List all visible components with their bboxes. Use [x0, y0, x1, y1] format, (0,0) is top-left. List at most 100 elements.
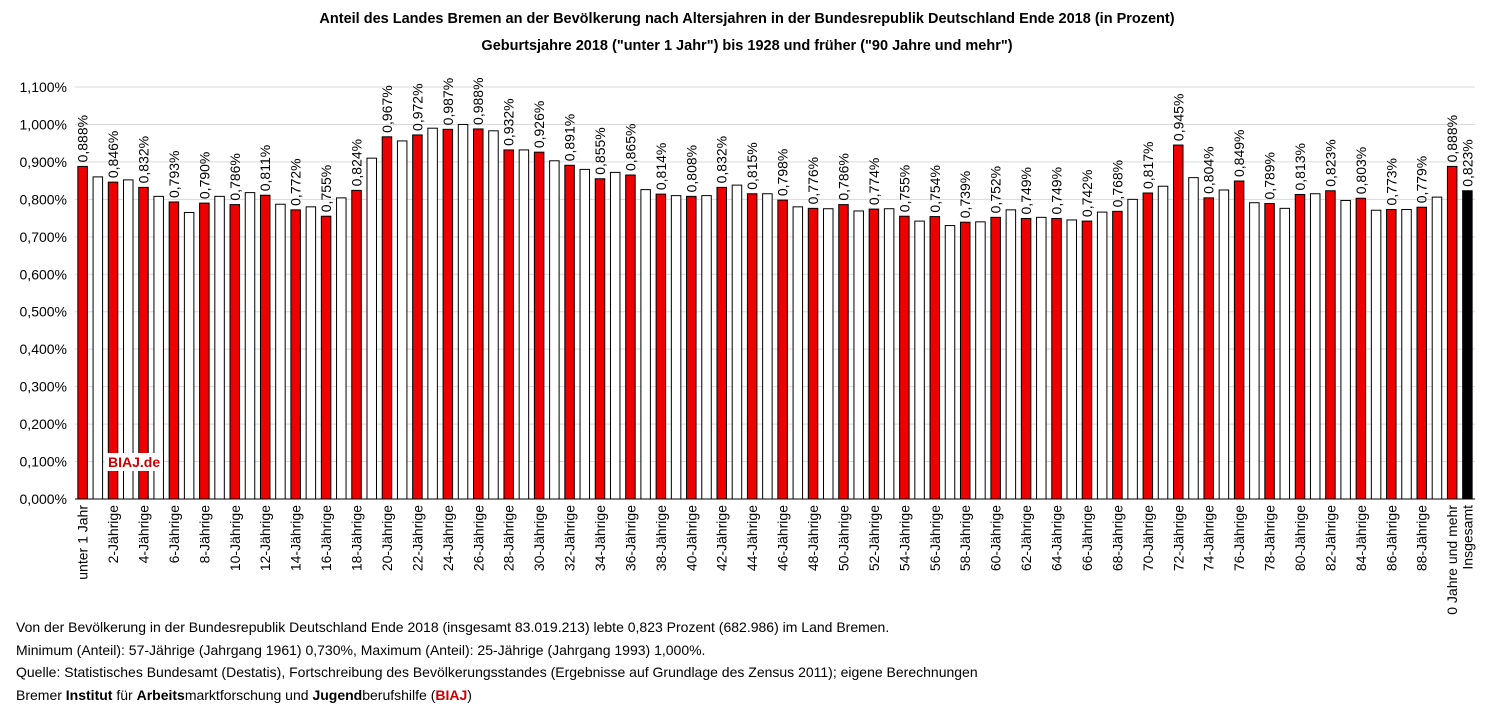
bar — [746, 193, 758, 500]
y-tick-label: 0,400% — [20, 341, 67, 357]
bar — [442, 128, 454, 500]
chart-title: Anteil des Landes Bremen an der Bevölker… — [319, 11, 1174, 27]
data-label: 0,855% — [592, 127, 608, 174]
category-label: 10-Jährige — [227, 505, 243, 571]
bar — [625, 174, 636, 500]
data-label: 0,846% — [105, 131, 121, 178]
y-axis-ticks: 0,000% 0,100% 0,200% 0,300% 0,400% 0,500% 0,60… — [20, 79, 67, 507]
footnote-min-max: Minimum (Anteil): 57-Jährige (Jahrgang 1… — [16, 641, 706, 658]
bar — [259, 194, 271, 500]
bar — [1157, 185, 1169, 500]
bar — [1355, 197, 1367, 500]
category-label: 72-Jährige — [1170, 505, 1186, 571]
bar — [1005, 209, 1017, 500]
category-label: 52-Jährige — [866, 505, 882, 571]
data-label: 0,891% — [562, 114, 578, 161]
data-label: 0,752% — [988, 166, 1004, 213]
category-label: 36-Jährige — [622, 505, 638, 571]
data-label: 0,823% — [1322, 139, 1338, 186]
bar — [92, 176, 104, 500]
bar — [1386, 208, 1397, 500]
bar — [107, 181, 119, 500]
category-label: 50-Jährige — [835, 505, 851, 571]
bar — [640, 189, 651, 500]
category-label: 68-Jährige — [1109, 505, 1125, 571]
data-label: 0,813% — [1292, 143, 1308, 190]
bar — [1446, 165, 1458, 500]
data-label: 0,932% — [501, 98, 517, 145]
bar — [457, 123, 469, 500]
category-label: 30-Jährige — [531, 505, 547, 571]
data-label: 0,817% — [1140, 142, 1156, 189]
category-label: 8-Jährige — [196, 505, 212, 564]
category-label: 78-Jährige — [1262, 505, 1278, 571]
bar — [670, 195, 682, 500]
bar — [1020, 217, 1032, 500]
bar — [1036, 216, 1047, 500]
bar — [183, 211, 195, 500]
chart-subtitle: Geburtsjahre 2018 ("unter 1 Jahr") bis 1… — [481, 38, 1012, 54]
bar — [351, 189, 362, 500]
y-tick-label: 1,100% — [20, 79, 67, 95]
bar — [1309, 193, 1321, 500]
data-label: 0,824% — [349, 139, 365, 186]
bar — [1370, 209, 1382, 500]
bar — [594, 178, 606, 500]
category-label: 4-Jährige — [135, 505, 151, 564]
bar — [1173, 144, 1184, 500]
data-label: 0,888% — [1444, 115, 1460, 162]
bar — [1233, 180, 1245, 500]
data-label: 0,967% — [379, 85, 395, 132]
data-label: 0,945% — [1170, 94, 1186, 141]
category-label: 26-Jährige — [470, 505, 486, 571]
category-label: 58-Jährige — [957, 505, 973, 571]
bar — [503, 149, 514, 500]
category-label: 64-Jährige — [1049, 505, 1065, 571]
category-label: 16-Jährige — [318, 505, 334, 571]
bar — [1142, 192, 1154, 500]
bar — [1188, 177, 1199, 500]
category-labels: unter 1 Jahr 2-Jährige 4-Jährige 6-Jährige 8… — [75, 505, 1476, 615]
data-label: 0,774% — [866, 158, 882, 205]
bar — [914, 220, 925, 500]
bar — [427, 127, 438, 500]
category-label: 2-Jährige — [105, 505, 121, 564]
data-label: 0,749% — [1018, 167, 1034, 214]
bar — [929, 216, 941, 500]
category-label: 86-Jährige — [1383, 505, 1399, 571]
bar — [123, 179, 134, 500]
data-label: 0,798% — [775, 149, 791, 196]
category-label: 32-Jährige — [562, 505, 578, 571]
category-label: 56-Jährige — [927, 505, 943, 571]
y-tick-label: 0,000% — [20, 491, 67, 507]
bar — [1249, 202, 1260, 500]
bar — [777, 199, 788, 500]
bar — [1462, 190, 1473, 500]
footnote-publisher: Bremer Institut für Arbeitsmarktforschun… — [16, 686, 472, 703]
bar — [1279, 207, 1291, 500]
bar — [823, 208, 834, 500]
category-label: 42-Jährige — [714, 505, 730, 571]
category-label: 84-Jährige — [1353, 505, 1369, 571]
data-label: 0,755% — [896, 165, 912, 212]
bar — [564, 164, 575, 500]
y-tick-label: 0,800% — [20, 191, 67, 207]
bar — [396, 140, 408, 500]
data-label: 0,815% — [744, 142, 760, 189]
bar — [1051, 217, 1062, 500]
bar — [853, 210, 864, 500]
bar — [1401, 208, 1412, 500]
bar — [488, 130, 499, 500]
bar — [336, 197, 347, 500]
bar — [1264, 202, 1275, 500]
y-tick-label: 0,500% — [20, 304, 67, 320]
category-label: 6-Jährige — [166, 505, 182, 564]
data-label: 0,926% — [531, 101, 547, 148]
bar — [320, 215, 332, 500]
bar — [473, 128, 484, 500]
category-label: 66-Jährige — [1079, 505, 1095, 571]
bar — [1340, 199, 1351, 500]
biaj-watermark: BIAJ.de — [105, 453, 164, 471]
category-label: unter 1 Jahr — [75, 505, 91, 580]
category-label: 18-Jährige — [349, 505, 365, 571]
